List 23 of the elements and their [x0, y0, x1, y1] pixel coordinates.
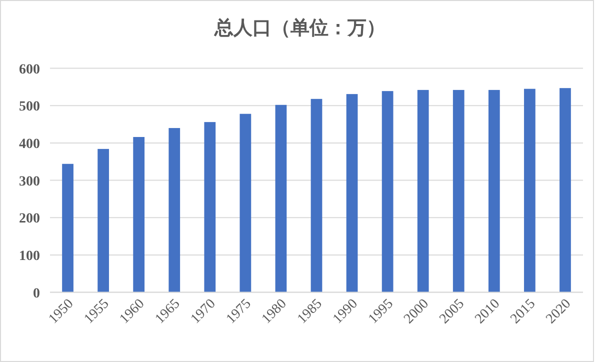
bar: [452, 90, 464, 292]
bar: [488, 90, 500, 292]
y-tick-label: 500: [19, 100, 40, 115]
y-tick-label: 600: [19, 62, 40, 78]
y-tick-label: 400: [19, 136, 40, 152]
bar: [560, 88, 571, 292]
bar: [417, 90, 429, 292]
bar: [168, 128, 180, 292]
bar: [133, 136, 145, 292]
bar: [240, 114, 252, 292]
chart-title: 总人口（单位：万）: [214, 17, 386, 39]
y-tick-label: 100: [19, 248, 40, 264]
bar: [346, 94, 358, 292]
bar: [62, 164, 74, 292]
bar: [98, 148, 109, 292]
y-tick-label: 300: [19, 174, 40, 190]
y-tick-label: 200: [19, 212, 40, 227]
bar: [204, 122, 216, 292]
bar: [310, 98, 322, 292]
bar: [524, 88, 536, 292]
bar: [382, 91, 394, 292]
bar: [275, 104, 287, 292]
y-tick-label: 0: [33, 286, 40, 302]
